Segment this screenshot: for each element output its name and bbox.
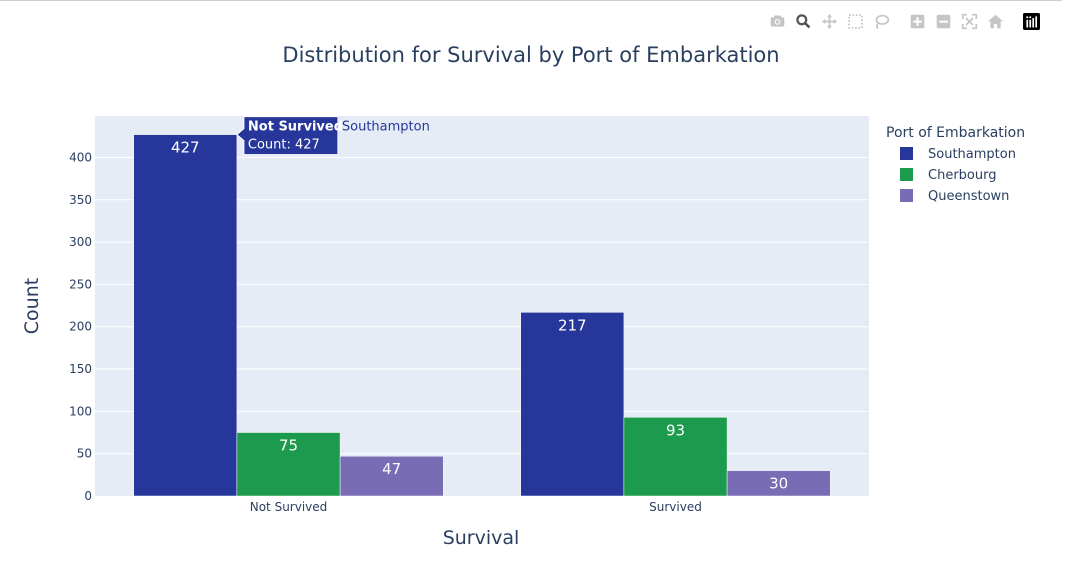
bar[interactable] <box>236 432 341 497</box>
y-tick-labels: 0 50 100 150 200 250 300 350 400 <box>69 150 92 503</box>
legend-title: Port of Embarkation <box>886 125 1025 141</box>
x-tick-labels: Not Survived Survived <box>250 500 702 514</box>
y-tick-label: 400 <box>69 150 92 164</box>
bar[interactable] <box>339 455 444 497</box>
y-tick-label: 50 <box>77 447 92 461</box>
legend-item[interactable]: Southampton <box>900 147 1016 162</box>
legend-item[interactable]: Queenstown <box>900 189 1009 204</box>
y-tick-label: 200 <box>69 320 92 334</box>
bar-value-label: 217 <box>558 316 587 334</box>
legend-swatch <box>900 189 913 202</box>
zoom-button[interactable] <box>792 10 814 32</box>
y-tick-label: 150 <box>69 362 92 376</box>
bar-labels: 427 75 47 217 93 30 <box>171 139 788 493</box>
top-border <box>0 0 1062 1</box>
zoom-out-icon <box>936 14 950 28</box>
legend-swatch <box>900 147 913 160</box>
bar-value-label: 47 <box>382 460 401 478</box>
y-axis-title: Count <box>21 278 43 334</box>
y-tick-label: 300 <box>69 235 92 249</box>
y-tick-label: 0 <box>84 489 92 503</box>
lasso-select-icon <box>875 14 889 29</box>
bar[interactable] <box>133 134 238 497</box>
reset-axes-button[interactable] <box>984 10 1006 32</box>
tooltip-series: Southampton <box>342 120 430 135</box>
camera-icon <box>770 15 784 27</box>
bar[interactable] <box>726 470 831 497</box>
chart-title: Distribution for Survival by Port of Emb… <box>282 43 779 67</box>
bar[interactable] <box>623 417 728 497</box>
legend: Southampton Cherbourg Queenstown <box>900 147 1016 204</box>
zoom-in-icon <box>910 14 924 28</box>
tooltip-series-background <box>337 116 430 137</box>
lasso-select-button[interactable] <box>870 10 892 32</box>
bar-value-label: 427 <box>171 139 200 157</box>
tooltip-category: Not Survived <box>248 120 343 135</box>
y-tick-label: 250 <box>69 277 92 291</box>
camera-button[interactable] <box>766 10 788 32</box>
legend-item[interactable]: Cherbourg <box>900 168 996 183</box>
bars <box>133 134 831 497</box>
box-select-button[interactable] <box>844 10 866 32</box>
autoscale-icon <box>961 13 977 29</box>
y-tick-label: 350 <box>69 193 92 207</box>
legend-label: Queenstown <box>928 189 1009 204</box>
tooltip-value: Count: 427 <box>248 138 320 153</box>
bar-value-label: 75 <box>279 437 298 455</box>
pan-button[interactable] <box>818 10 840 32</box>
reset-axes-icon <box>987 14 1003 28</box>
modebar <box>766 10 1046 32</box>
legend-swatch <box>900 168 913 181</box>
x-tick-label: Survived <box>649 500 702 514</box>
y-tick-label: 100 <box>69 404 92 418</box>
plotly-logo-icon <box>1022 12 1040 30</box>
pan-icon <box>821 13 837 29</box>
legend-label: Southampton <box>928 147 1016 162</box>
autoscale-button[interactable] <box>958 10 980 32</box>
zoom-icon <box>795 13 810 28</box>
x-axis-title: Survival <box>443 527 520 549</box>
hover-tooltip: Not Survived Southampton Count: 427 <box>236 116 430 156</box>
legend-label: Cherbourg <box>928 168 996 183</box>
zoom-out-button[interactable] <box>932 10 954 32</box>
bar-value-label: 93 <box>666 421 685 439</box>
box-select-icon <box>847 13 863 29</box>
zoom-in-button[interactable] <box>906 10 928 32</box>
bar[interactable] <box>520 312 625 497</box>
x-tick-label: Not Survived <box>250 500 328 514</box>
plotly-logo-button[interactable] <box>1020 10 1042 32</box>
bar-value-label: 30 <box>769 475 788 493</box>
